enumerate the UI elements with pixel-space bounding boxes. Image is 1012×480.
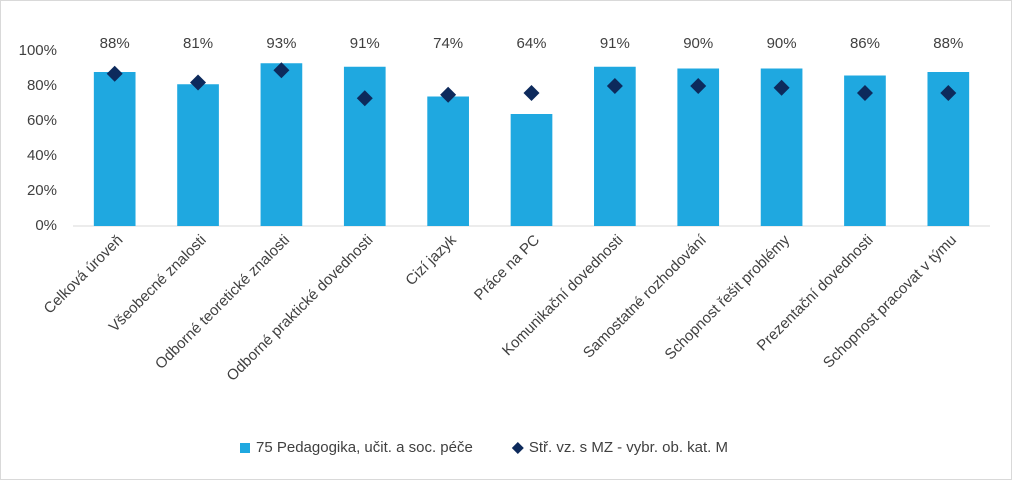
y-tick-label: 80%	[27, 77, 57, 94]
diamond-marker	[106, 65, 123, 82]
diamond-marker	[606, 78, 623, 94]
diamond-marker	[190, 74, 207, 91]
value-label: 93%	[266, 35, 296, 52]
diamond-marker	[523, 85, 540, 101]
bar	[510, 114, 553, 226]
value-label: 74%	[433, 35, 463, 52]
value-label: 86%	[850, 35, 880, 52]
value-label: 64%	[516, 35, 546, 52]
bar	[427, 96, 469, 226]
y-tick-label: 60%	[27, 112, 57, 129]
diamond-marker	[773, 79, 790, 96]
diamond-marker	[940, 85, 957, 101]
value-label: 90%	[683, 35, 713, 52]
bar	[260, 63, 303, 226]
diamond-marker	[440, 86, 457, 103]
diamond-marker	[856, 85, 873, 101]
diamond-marker	[273, 62, 290, 79]
value-label: 90%	[767, 35, 797, 52]
value-label: 91%	[350, 35, 380, 52]
bar	[93, 72, 136, 226]
diamond-marker	[356, 90, 373, 107]
legend-label: Stř. vz. s MZ - vybr. ob. kat. M	[529, 439, 728, 456]
y-tick-label: 100%	[19, 42, 57, 59]
y-tick-label: 20%	[27, 182, 57, 199]
diamond-marker	[690, 78, 707, 94]
legend-label: 75 Pedagogika, učit. a soc. péče	[256, 439, 473, 456]
y-tick-label: 40%	[27, 147, 57, 164]
value-label: 88%	[933, 35, 963, 52]
value-label: 88%	[100, 35, 130, 52]
y-tick-label: 0%	[35, 217, 57, 234]
legend-swatch	[240, 443, 250, 453]
legend-swatch	[511, 442, 524, 454]
bar	[677, 68, 720, 226]
value-label: 91%	[600, 35, 630, 52]
value-label: 81%	[183, 35, 213, 52]
bar	[177, 84, 219, 226]
